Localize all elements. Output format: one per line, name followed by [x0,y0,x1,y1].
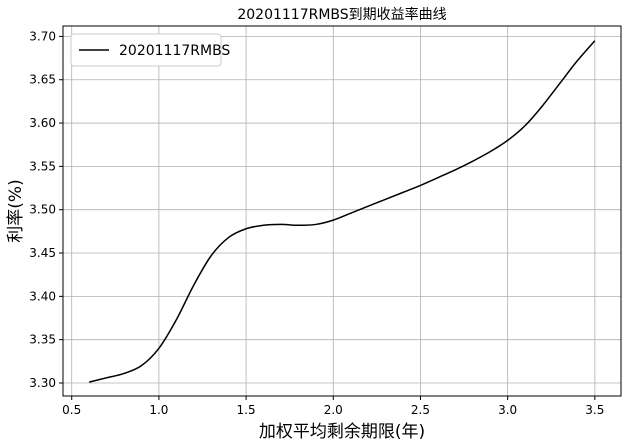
x-tick-label: 3.0 [498,403,517,417]
x-tick-label: 2.0 [324,403,343,417]
y-tick-label: 3.60 [29,116,56,130]
x-axis-ticks: 0.5 1.0 1.5 2.0 2.5 3.0 3.5 [62,396,604,417]
x-axis-label: 加权平均剩余期限(年) [259,422,425,442]
x-tick-label: 0.5 [62,403,81,417]
x-tick-label: 1.0 [149,403,168,417]
legend-label: 20201117RMBS [119,43,230,59]
grid-lines [63,26,621,396]
y-axis-label: 利率(%) [6,179,26,242]
y-tick-label: 3.65 [29,73,56,87]
y-tick-label: 3.55 [29,159,56,173]
legend: 20201117RMBS [70,33,230,67]
legend-box [70,33,222,67]
series-line [88,40,596,383]
y-tick-label: 3.45 [29,246,56,260]
y-tick-label: 3.50 [29,203,56,217]
x-tick-label: 2.5 [411,403,430,417]
y-tick-label: 3.70 [29,29,56,43]
x-tick-label: 1.5 [237,403,256,417]
y-tick-label: 3.35 [29,333,56,347]
y-axis-ticks: 3.30 3.35 3.40 3.45 3.50 3.55 3.60 3.65 3.70 [29,29,63,390]
y-tick-label: 3.40 [29,289,56,303]
series-lines [88,40,596,383]
chart-title: 20201117RMBS到期收益率曲线 [237,6,446,23]
plot-frame [62,25,622,397]
x-tick-label: 3.5 [585,403,604,417]
y-tick-label: 3.30 [29,376,56,390]
